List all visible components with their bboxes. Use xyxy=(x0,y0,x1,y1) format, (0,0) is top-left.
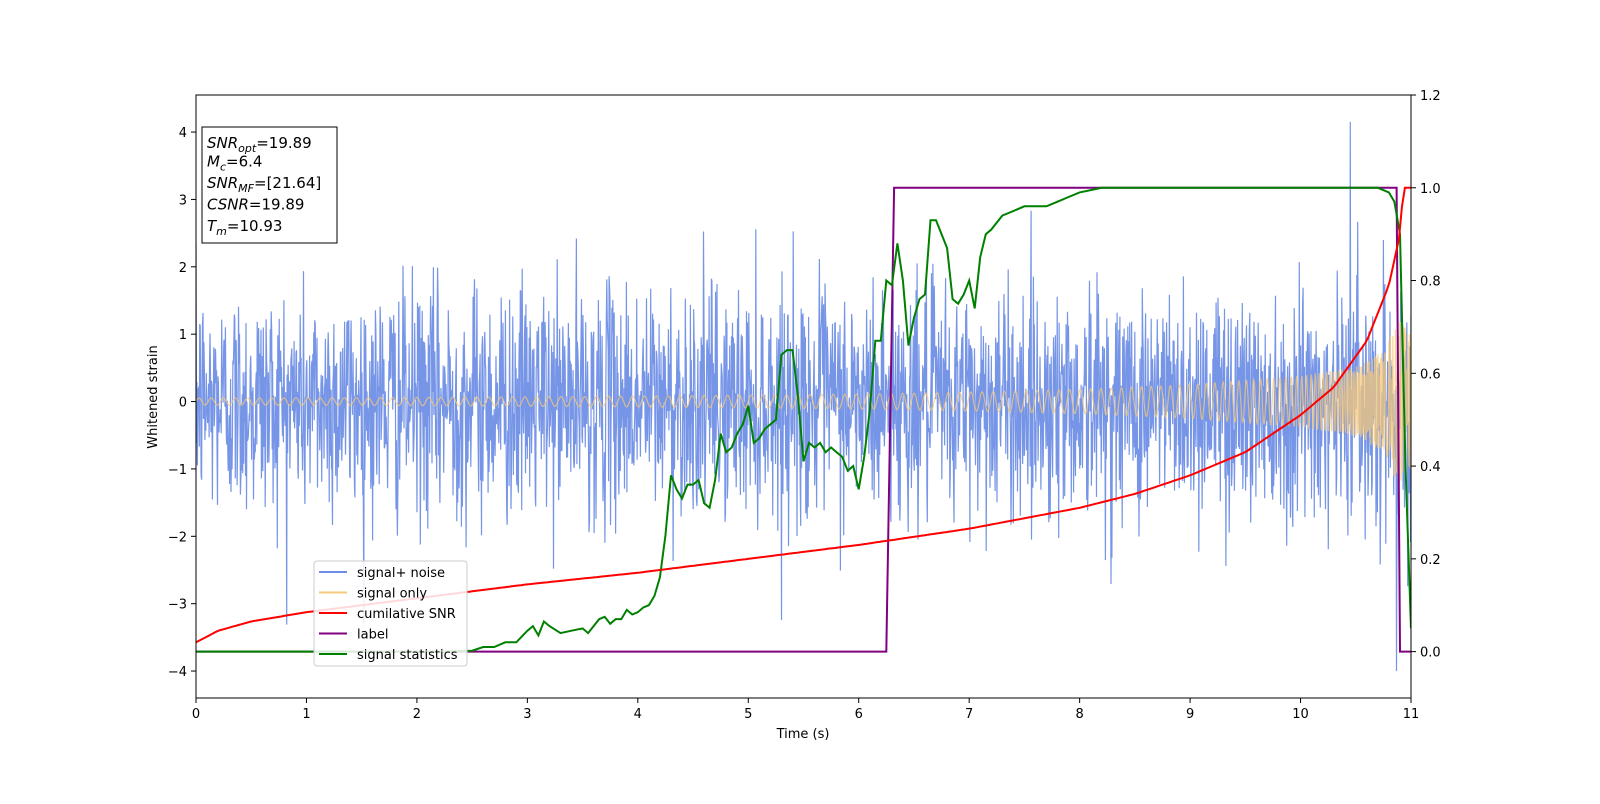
y-left-tick-label: −3 xyxy=(168,598,187,613)
series-signal-only xyxy=(196,321,1411,486)
y-axis-label: Whitened strain xyxy=(146,345,161,448)
y-left-tick-label: −2 xyxy=(168,530,187,545)
x-tick-label: 4 xyxy=(634,707,642,722)
annotation-line: SNRMF=[21.64] xyxy=(207,174,321,195)
x-axis: 0 1 2 3 4 5 6 7 8 9 10 11 xyxy=(192,698,1419,722)
y-right-tick-label: 1.0 xyxy=(1420,182,1441,197)
y-left-tick-label: 4 xyxy=(179,126,187,141)
legend-label: label xyxy=(357,628,388,643)
series-signal-statistics xyxy=(196,186,1411,653)
legend-frame xyxy=(313,560,468,667)
x-tick-label: 8 xyxy=(1075,707,1083,722)
legend: signal+ noise signal only cumilative SNR la… xyxy=(313,560,468,667)
x-tick-label: 5 xyxy=(744,707,752,722)
y-right-tick-label: 1.2 xyxy=(1420,89,1441,104)
legend-label: signal+ noise xyxy=(357,566,445,581)
y-axis-right: 0.0 0.2 0.4 0.6 0.8 1.0 1.2 xyxy=(1411,89,1441,661)
legend-label: signal only xyxy=(357,587,427,602)
y-axis-left: −4 −3 −2 −1 0 1 2 3 4 xyxy=(168,126,196,680)
y-left-tick-label: 1 xyxy=(179,328,187,343)
annotation-line: CSNR=19.89 xyxy=(207,196,304,214)
x-tick-label: 3 xyxy=(523,707,531,722)
annotation-line: Tm=10.93 xyxy=(207,217,282,238)
plot-frame xyxy=(195,94,1412,699)
legend-label: cumilative SNR xyxy=(357,607,456,622)
x-tick-label: 9 xyxy=(1186,707,1194,722)
x-tick-label: 7 xyxy=(965,707,973,722)
legend-label: signal statistics xyxy=(357,648,458,663)
y-right-tick-label: 0.0 xyxy=(1420,646,1441,661)
x-tick-label: 1 xyxy=(302,707,310,722)
series-signal-noise xyxy=(196,121,1411,672)
annotation-box: SNRopt=19.89Mc=6.4SNRMF=[21.64]CSNR=19.8… xyxy=(201,126,338,244)
y-right-tick-label: 0.2 xyxy=(1420,553,1441,568)
x-tick-label: 0 xyxy=(192,707,200,722)
y-left-tick-label: 3 xyxy=(179,193,187,208)
y-right-tick-label: 0.4 xyxy=(1420,460,1441,475)
y-left-tick-label: −4 xyxy=(168,665,187,680)
x-tick-label: 11 xyxy=(1403,707,1420,722)
y-left-tick-label: 0 xyxy=(179,396,187,411)
x-tick-label: 2 xyxy=(413,707,421,722)
y-right-tick-label: 0.6 xyxy=(1420,367,1441,382)
y-left-tick-label: −1 xyxy=(168,463,187,478)
x-axis-label: Time (s) xyxy=(776,727,830,742)
y-left-tick-label: 2 xyxy=(179,261,187,276)
annotation-line: Mc=6.4 xyxy=(207,153,262,174)
annotation-line: SNRopt=19.89 xyxy=(207,134,312,155)
x-tick-label: 6 xyxy=(855,707,863,722)
y-right-tick-label: 0.8 xyxy=(1420,275,1441,290)
x-tick-label: 10 xyxy=(1292,707,1309,722)
annotation-frame xyxy=(201,126,338,244)
